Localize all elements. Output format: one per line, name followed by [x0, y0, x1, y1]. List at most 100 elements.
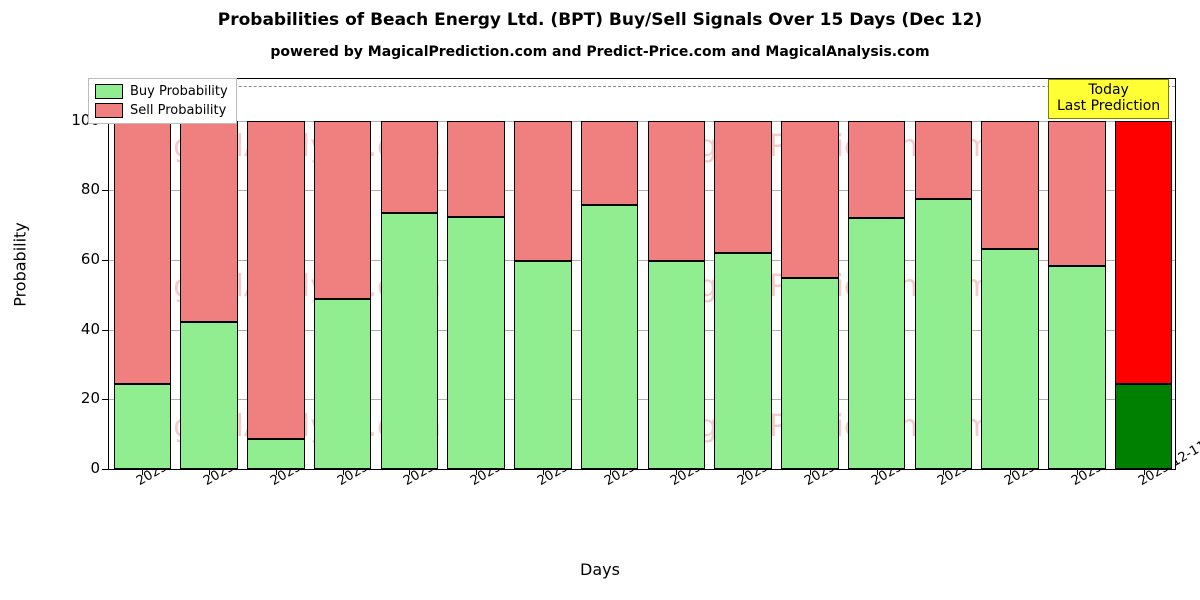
bar-segment-sell[interactable]	[313, 120, 372, 299]
bar-2025-12-08[interactable]	[914, 120, 973, 469]
bar-segment-buy[interactable]	[1048, 265, 1106, 469]
dashed-reference-line	[109, 85, 1175, 87]
x-tick-label-2025-11-28: 2025-11-28	[535, 438, 608, 489]
bar-2025-12-09[interactable]	[981, 120, 1039, 469]
bar-2025-12-01[interactable]	[580, 120, 639, 469]
y-tick-label-60: 60	[80, 250, 100, 269]
x-tick-label-2025-12-08: 2025-12-08	[935, 438, 1008, 489]
bar-2025-12-03[interactable]	[714, 120, 772, 469]
x-tick-label-2025-12-02: 2025-12-02	[668, 438, 741, 489]
y-tick-label-0: 0	[90, 459, 100, 477]
bar-segment-buy[interactable]	[313, 298, 372, 469]
bar-segment-sell[interactable]	[514, 120, 572, 261]
x-tick-mark-2025-12-09	[1010, 470, 1012, 475]
x-tick-label-2025-11-27: 2025-11-27	[468, 438, 541, 489]
bar-segment-buy[interactable]	[781, 277, 839, 469]
x-tick-label-2025-11-25: 2025-11-25	[335, 438, 408, 489]
gridline-y-100	[109, 120, 1175, 122]
bar-2025-11-26[interactable]	[380, 120, 439, 469]
legend-swatch-sell-icon	[95, 103, 123, 118]
bar-segment-buy[interactable]	[847, 217, 906, 469]
bar-2025-11-21[interactable]	[180, 120, 238, 469]
bar-2025-12-11-today[interactable]	[1114, 120, 1173, 469]
y-tick-label-80: 80	[80, 180, 100, 199]
x-tick-label-2025-09-02: 2025-09-02	[134, 438, 207, 489]
bar-2025-11-24[interactable]	[247, 120, 305, 469]
bar-segment-sell[interactable]	[847, 120, 906, 218]
bar-segment-sell[interactable]	[714, 120, 772, 254]
bar-segment-sell[interactable]	[380, 120, 439, 214]
bar-segment-buy[interactable]	[180, 322, 238, 469]
x-tick-mark-2025-12-04	[809, 470, 811, 475]
x-tick-label-2025-11-21: 2025-11-21	[201, 438, 274, 489]
y-tick-mark-20	[102, 399, 108, 401]
x-tick-mark-2025-11-24	[275, 470, 277, 475]
x-tick-label-2025-11-24: 2025-11-24	[268, 438, 341, 489]
x-tick-label-2025-12-03: 2025-12-03	[735, 438, 808, 489]
bar-segment-buy[interactable]	[447, 216, 505, 469]
x-axis-label: Days	[580, 560, 620, 579]
bar-segment-sell[interactable]	[1114, 120, 1173, 385]
bar-segment-buy[interactable]	[113, 384, 172, 469]
bar-segment-sell[interactable]	[580, 120, 639, 206]
bar-2025-12-05[interactable]	[847, 120, 906, 469]
gridline-y-80	[109, 190, 1175, 192]
today-annotation: Today Last Prediction	[1048, 79, 1170, 120]
x-tick-label-2025-12-10: 2025-12-10	[1069, 438, 1142, 489]
bar-segment-buy[interactable]	[1114, 384, 1173, 469]
today-annotation-line1: Today	[1088, 82, 1129, 98]
bar-segment-sell[interactable]	[180, 120, 238, 323]
bar-2025-09-02[interactable]	[113, 120, 172, 469]
x-tick-mark-2025-12-05	[876, 470, 878, 475]
bar-2025-11-25[interactable]	[313, 120, 372, 469]
y-tick-mark-40	[102, 329, 108, 331]
x-tick-mark-2025-11-25	[342, 470, 344, 475]
y-tick-label-100: 100	[71, 110, 100, 129]
bar-segment-sell[interactable]	[647, 120, 706, 262]
bar-segment-buy[interactable]	[380, 213, 439, 469]
chart-legend: Buy Probability Sell Probability	[88, 78, 237, 124]
plot-area: MagicalAnalysis.comMagicalPrediction.com…	[108, 78, 1176, 470]
x-tick-label-2025-11-26: 2025-11-26	[401, 438, 474, 489]
x-tick-mark-2025-12-10	[1076, 470, 1078, 475]
gridline-y-20	[109, 399, 1175, 401]
bar-segment-buy[interactable]	[647, 261, 706, 469]
x-tick-mark-2025-11-26	[409, 470, 411, 475]
x-tick-label-2025-12-11: 2025-12-11	[1136, 438, 1200, 489]
x-tick-mark-2025-11-21	[209, 470, 211, 475]
bar-segment-sell[interactable]	[447, 120, 505, 217]
legend-label-buy: Buy Probability	[130, 84, 228, 99]
legend-item-buy[interactable]: Buy Probability	[95, 84, 228, 99]
legend-swatch-buy-icon	[95, 84, 123, 99]
today-annotation-line2: Last Prediction	[1057, 98, 1161, 115]
bar-2025-12-10[interactable]	[1048, 120, 1106, 469]
bar-2025-12-04[interactable]	[781, 120, 839, 469]
x-tick-mark-2025-11-28	[542, 470, 544, 475]
bar-segment-buy[interactable]	[247, 438, 305, 469]
bar-segment-buy[interactable]	[580, 205, 639, 469]
bar-segment-sell[interactable]	[781, 120, 839, 278]
x-tick-mark-2025-12-08	[943, 470, 945, 475]
y-tick-mark-80	[102, 190, 108, 192]
gridline-y-60	[109, 260, 1175, 262]
x-tick-mark-2025-12-03	[743, 470, 745, 475]
bar-segment-sell[interactable]	[247, 120, 305, 439]
legend-label-sell: Sell Probability	[130, 103, 227, 118]
bar-segment-buy[interactable]	[514, 260, 572, 469]
bar-segment-buy[interactable]	[914, 199, 973, 469]
bar-segment-buy[interactable]	[714, 253, 772, 469]
y-tick-mark-0	[102, 469, 108, 470]
bar-2025-11-28[interactable]	[514, 120, 572, 469]
x-tick-label-2025-12-01: 2025-12-01	[602, 438, 675, 489]
bar-segment-sell[interactable]	[981, 120, 1039, 249]
x-tick-mark-2025-11-27	[476, 470, 478, 475]
x-tick-mark-2025-12-11	[1143, 470, 1145, 475]
bar-segment-sell[interactable]	[914, 120, 973, 200]
bar-2025-11-27[interactable]	[447, 120, 505, 469]
gridline-y-40	[109, 329, 1175, 331]
bar-segment-sell[interactable]	[1048, 120, 1106, 266]
legend-item-sell[interactable]: Sell Probability	[95, 103, 228, 118]
bar-segment-sell[interactable]	[113, 120, 172, 385]
bar-2025-12-02[interactable]	[647, 120, 706, 469]
bar-segment-buy[interactable]	[981, 248, 1039, 469]
